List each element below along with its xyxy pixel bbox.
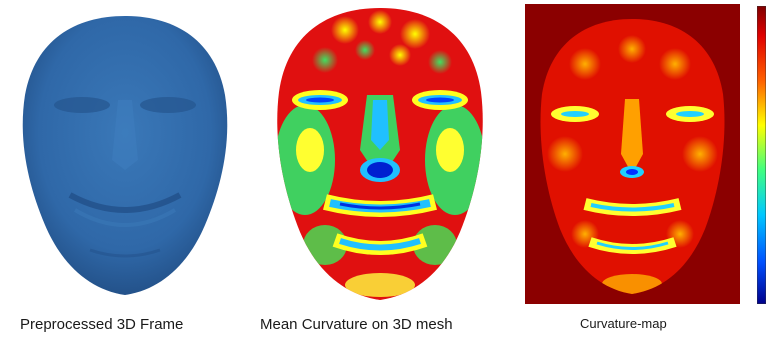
curvature-map-panel: [525, 4, 740, 304]
caption-preprocessed-3d-frame: Preprocessed 3D Frame: [20, 316, 184, 333]
blue-face-mesh: [22, 16, 228, 295]
caption-curvature-map: Curvature-map: [580, 316, 667, 331]
preprocessed-3d-frame-panel: [0, 0, 250, 305]
colorbar-gradient: [757, 6, 766, 304]
face-outline: [22, 16, 228, 295]
colorbar: [757, 6, 766, 304]
mean-curvature-mesh-panel: [255, 0, 505, 305]
curvature-colored-face-mesh: [277, 8, 483, 300]
curvature-map-image: [525, 4, 740, 304]
caption-mean-curvature: Mean Curvature on 3D mesh: [260, 316, 453, 333]
